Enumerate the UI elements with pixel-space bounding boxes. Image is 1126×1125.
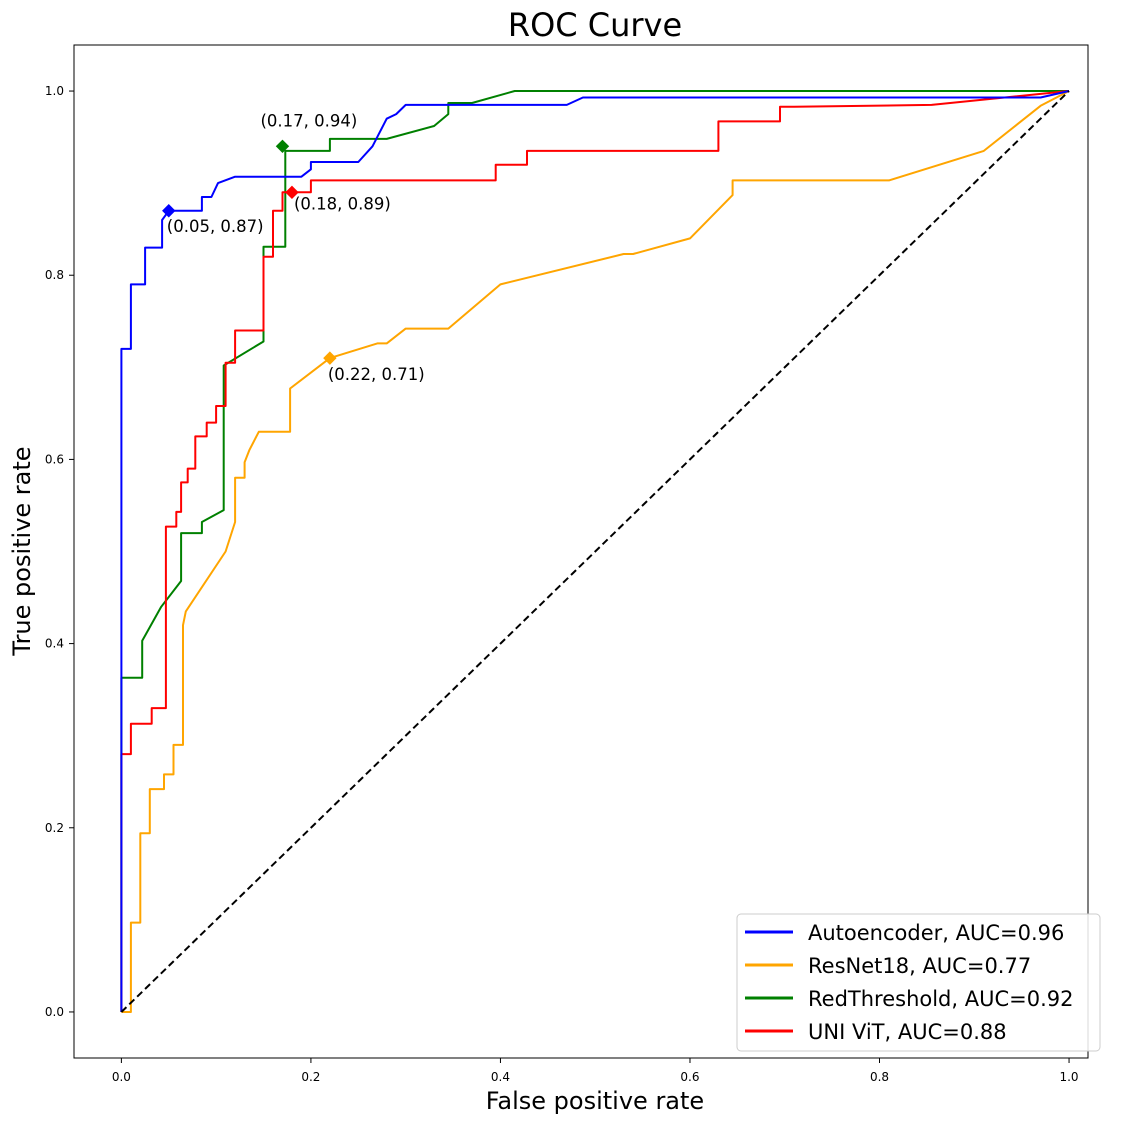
x-tick-label: 0.6 [680,1070,699,1084]
plot-frame [73,44,1089,1059]
x-tick-label: 0.0 [112,1070,131,1084]
threshold-label-3: (0.18, 0.89) [294,194,391,213]
x-tick-label: 0.4 [491,1070,510,1084]
legend: Autoencoder, AUC=0.96 ResNet18, AUC=0.77 R… [736,913,1101,1052]
threshold-marker-1 [323,351,337,365]
threshold-labels: (0.05, 0.87) (0.22, 0.71) (0.17, 0.94) (0.1… [167,111,425,384]
y-tick-label: 0.8 [45,268,64,282]
series-line-0 [120,90,1070,1012]
x-axis-label: False positive rate [486,1087,704,1115]
threshold-label-0: (0.05, 0.87) [167,217,264,236]
threshold-marker-3 [285,185,299,200]
chart-title: ROC Curve [508,6,682,44]
series-line-2 [120,90,1069,1012]
series-line-1 [121,90,1070,1013]
y-tick-label: 0.0 [45,1005,64,1019]
x-tick-label: 0.2 [301,1070,320,1084]
y-tick-label: 0.2 [45,821,64,835]
threshold-label-2: (0.17, 0.94) [260,111,357,130]
y-tick-label: 0.4 [45,637,64,651]
x-tick-label: 1.0 [1059,1070,1078,1084]
legend-label-1: ResNet18, AUC=0.77 [808,954,1031,978]
y-tick-label: 1.0 [45,84,64,98]
series-lines [120,90,1070,1013]
series-line-4 [120,90,1070,1013]
threshold-markers [162,139,337,365]
legend-label-3: UNI ViT, AUC=0.88 [808,1020,1007,1044]
series-line-3 [120,90,1070,1012]
x-axis-ticks: 0.0 0.2 0.4 0.6 0.8 1.0 [112,1058,1079,1084]
y-axis-label: True positive rate [8,446,36,656]
threshold-marker-0 [162,204,176,218]
legend-label-0: Autoencoder, AUC=0.96 [808,921,1064,945]
legend-box [736,913,1101,1052]
threshold-label-1: (0.22, 0.71) [328,365,425,384]
y-tick-label: 0.6 [45,452,64,466]
x-tick-label: 0.8 [870,1070,889,1084]
legend-label-2: RedThreshold, AUC=0.92 [808,987,1074,1011]
y-axis-ticks: 0.0 0.2 0.4 0.6 0.8 1.0 [45,84,74,1019]
threshold-marker-2 [275,139,290,154]
